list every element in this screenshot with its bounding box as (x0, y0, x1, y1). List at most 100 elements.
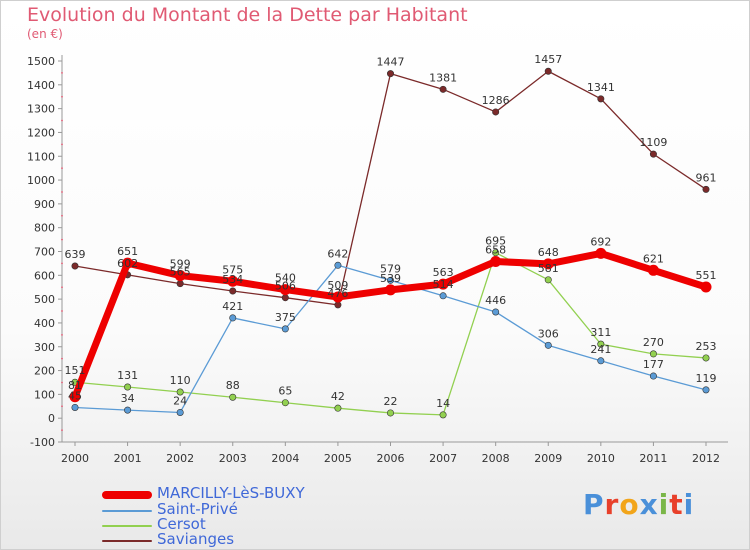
data-label-0: 599 (170, 258, 191, 271)
y-tick-label: 500 (34, 293, 55, 306)
legend-label-marcilly: MARCILLY-LèS-BUXY (157, 484, 305, 502)
legend-swatch-saint-prive (102, 510, 152, 512)
x-tick-label: 2000 (61, 452, 89, 465)
data-point-3 (386, 70, 394, 78)
data-label-0: 575 (222, 263, 243, 276)
data-label-3: 506 (275, 280, 296, 293)
data-label-3: 476 (327, 287, 348, 300)
y-minor-tick (61, 357, 63, 360)
x-tick-label: 2012 (692, 452, 720, 465)
y-minor-tick (61, 333, 63, 336)
data-label-1: 177 (643, 358, 664, 371)
data-point-2 (176, 388, 184, 396)
data-label-0: 563 (433, 266, 454, 279)
data-label-2: 270 (643, 336, 664, 349)
x-tick-label: 2008 (482, 452, 510, 465)
y-tick-label: 100 (34, 388, 55, 401)
data-label-3: 1109 (639, 136, 667, 149)
data-label-0: 509 (327, 279, 348, 292)
data-point-3 (492, 108, 500, 116)
data-label-3: 639 (65, 248, 86, 261)
data-label-1: 45 (68, 389, 82, 402)
data-label-3: 961 (696, 171, 717, 184)
y-minor-tick (61, 214, 63, 217)
data-label-1: 421 (222, 300, 243, 313)
logo-letter: t (669, 488, 684, 521)
y-tick-label: 300 (34, 341, 55, 354)
data-label-1: 306 (538, 327, 559, 340)
data-point-3 (71, 262, 79, 270)
data-label-3: 1286 (482, 94, 510, 107)
chart-unit: (en €) (27, 27, 63, 41)
data-label-3: 1341 (587, 81, 615, 94)
y-tick-label: 800 (34, 222, 55, 235)
data-point-3 (544, 67, 552, 75)
x-tick-label: 2003 (219, 452, 247, 465)
y-minor-tick (61, 119, 63, 122)
data-label-1: 514 (433, 278, 454, 291)
data-point-1 (439, 292, 447, 300)
y-tick-label: 1000 (27, 174, 55, 187)
legend-swatch-marcilly (102, 491, 152, 499)
y-tick-label: -100 (30, 436, 55, 449)
data-label-2: 110 (170, 374, 191, 387)
data-point-2 (597, 340, 605, 348)
data-point-2 (124, 383, 132, 391)
data-label-1: 642 (327, 247, 348, 260)
data-point-1 (176, 408, 184, 416)
data-label-2: 131 (117, 369, 138, 382)
data-label-2: 151 (65, 364, 86, 377)
x-tick-label: 2004 (271, 452, 299, 465)
data-label-1: 375 (275, 311, 296, 324)
data-label-1: 241 (590, 343, 611, 356)
y-minor-tick (61, 72, 63, 74)
data-label-0: 658 (485, 244, 506, 257)
data-point-0 (437, 278, 449, 290)
data-label-2: 695 (485, 235, 506, 248)
y-minor-tick (61, 262, 63, 265)
legend-swatch-cersot (102, 525, 152, 527)
data-label-0: 540 (275, 272, 296, 285)
logo-letter: i (683, 488, 695, 521)
data-point-3 (702, 185, 710, 193)
y-minor-tick (61, 95, 63, 98)
data-point-1 (702, 386, 710, 394)
x-tick-label: 2002 (166, 452, 194, 465)
data-label-0: 539 (380, 272, 401, 285)
data-label-3: 1381 (429, 71, 457, 84)
data-point-2 (544, 276, 552, 284)
data-point-2 (649, 350, 657, 358)
proxiti-logo: Proxiti (583, 488, 694, 521)
data-point-1 (281, 325, 289, 333)
data-point-0 (332, 291, 344, 303)
data-label-1: 446 (485, 294, 506, 307)
data-point-1 (649, 372, 657, 380)
data-label-2: 22 (384, 395, 398, 408)
data-label-2: 311 (590, 326, 611, 339)
data-point-1 (386, 276, 394, 284)
x-tick-label: 2006 (377, 452, 405, 465)
data-label-0: 692 (590, 235, 611, 248)
legend-swatch-savianges (102, 540, 152, 542)
data-point-3 (281, 294, 289, 302)
y-minor-tick (61, 143, 63, 146)
data-point-1 (544, 341, 552, 349)
data-point-3 (176, 280, 184, 288)
data-point-1 (597, 357, 605, 365)
logo-letter: r (604, 488, 620, 521)
data-label-2: 42 (331, 390, 345, 403)
x-tick-label: 2010 (587, 452, 615, 465)
data-label-3: 602 (117, 257, 138, 270)
y-minor-tick (61, 405, 63, 408)
data-point-0 (122, 257, 134, 269)
data-label-2: 88 (226, 379, 240, 392)
data-point-0 (174, 270, 186, 282)
data-point-3 (229, 287, 237, 295)
y-tick-label: 0 (48, 412, 55, 425)
y-tick-label: 600 (34, 269, 55, 282)
y-tick-label: 200 (34, 365, 55, 378)
y-minor-tick (61, 167, 63, 170)
data-point-0 (542, 258, 554, 270)
data-label-0: 551 (696, 269, 717, 282)
y-tick-label: 1200 (27, 126, 55, 139)
